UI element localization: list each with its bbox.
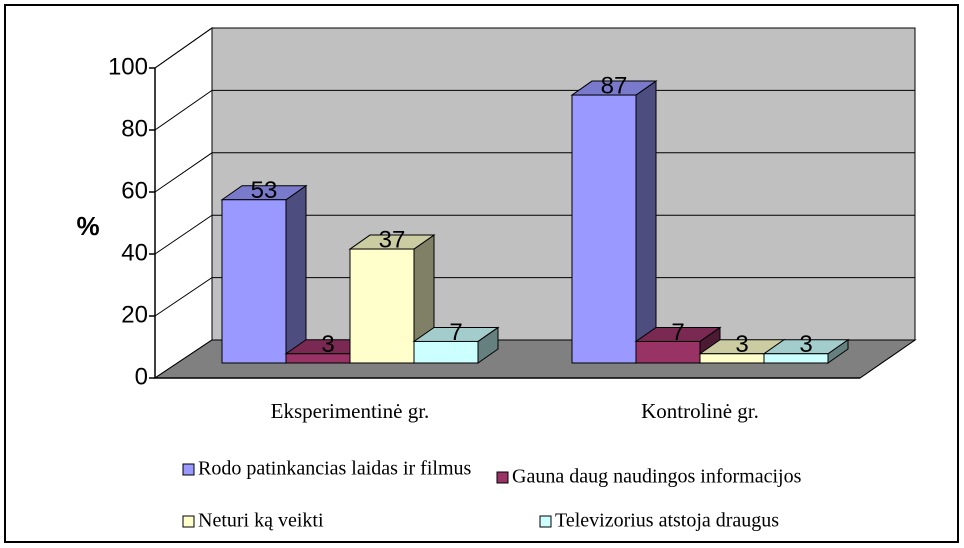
bar-side [285,184,307,364]
y-tick-label: 0 [135,363,148,390]
x-tick-label: Kontrolinė gr. [641,399,759,423]
grid-line [154,89,915,131]
bar [763,353,829,364]
bar-side [635,80,657,364]
value-label: 3 [321,331,334,358]
x-tick-label: Eksperimentinė gr. [271,399,430,423]
y-tick-label: 60 [121,177,148,204]
legend-label: Televizorius atstoja draugus [555,510,779,532]
grid-line [154,277,915,317]
bar [571,94,637,364]
value-label: 87 [601,72,628,99]
legend-label: Gauna daug naudingos informacijos [512,466,802,488]
value-label: 53 [251,177,278,204]
bar [413,340,479,364]
bar [349,248,415,364]
bar [635,340,701,364]
grid-line [154,152,915,193]
back-wall [211,27,916,341]
value-label: 3 [735,331,748,358]
y-tick-label: 40 [121,239,148,266]
value-label: 7 [449,319,462,346]
legend-swatch [539,515,552,528]
grid-line [154,27,915,69]
value-label: 37 [379,226,406,253]
y-axis-label: % [76,211,99,241]
bar [699,353,765,364]
y-tick-label: 20 [121,301,148,328]
y-tick-label: 80 [121,115,148,142]
side-wall [154,27,213,379]
value-label: 7 [671,319,684,346]
grid-line [154,214,915,255]
legend-swatch [496,471,509,484]
legend-swatch [182,515,195,528]
bar [285,353,351,364]
bar [221,199,287,364]
legend-label: Rodo patinkancias laidas ir filmus [198,458,471,480]
legend-label: Neturi ką veikti [198,510,324,532]
y-tick-label: 100 [108,53,148,80]
legend-swatch [182,463,195,476]
value-label: 3 [799,331,812,358]
